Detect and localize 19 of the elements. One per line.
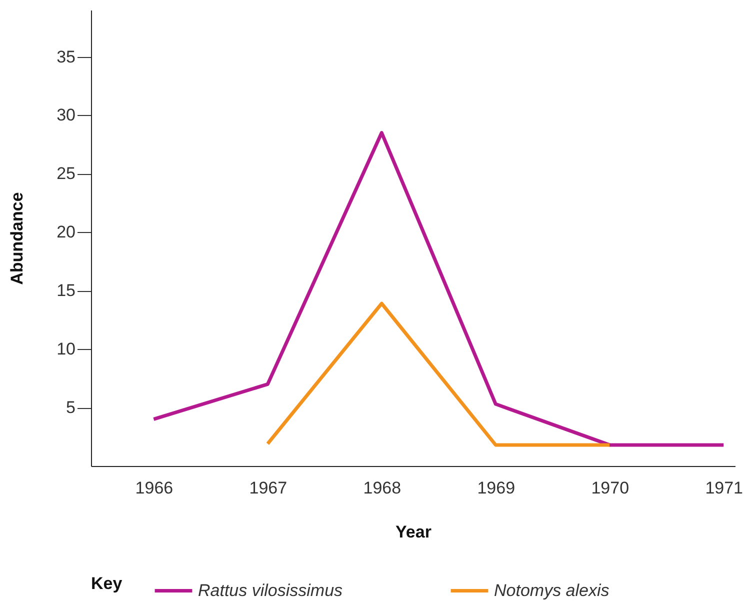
legend-title: Key [91,574,123,593]
y-axis-title: Abundance [8,192,27,285]
x-tick-label: 1969 [477,478,516,498]
y-tick-label: 20 [56,222,76,242]
legend-label: Rattus vilosissimus [198,580,344,600]
y-tick-label: 10 [56,340,76,359]
x-tick-label: 1968 [363,478,402,498]
y-tick-label: 15 [56,281,76,300]
legend-label: Notomys alexis [494,580,610,600]
x-tick-label: 1971 [705,478,744,498]
y-tick-label: 35 [56,47,76,66]
line-series [152,131,726,447]
x-tick-label: 1970 [591,478,630,498]
x-axis-title: Year [396,522,432,542]
y-tick-label: 5 [66,398,76,418]
y-tick-label: 30 [56,106,76,125]
x-tick-label: 1966 [135,478,174,498]
x-tick-label: 1967 [249,478,288,498]
y-tick-label: 25 [56,164,76,184]
